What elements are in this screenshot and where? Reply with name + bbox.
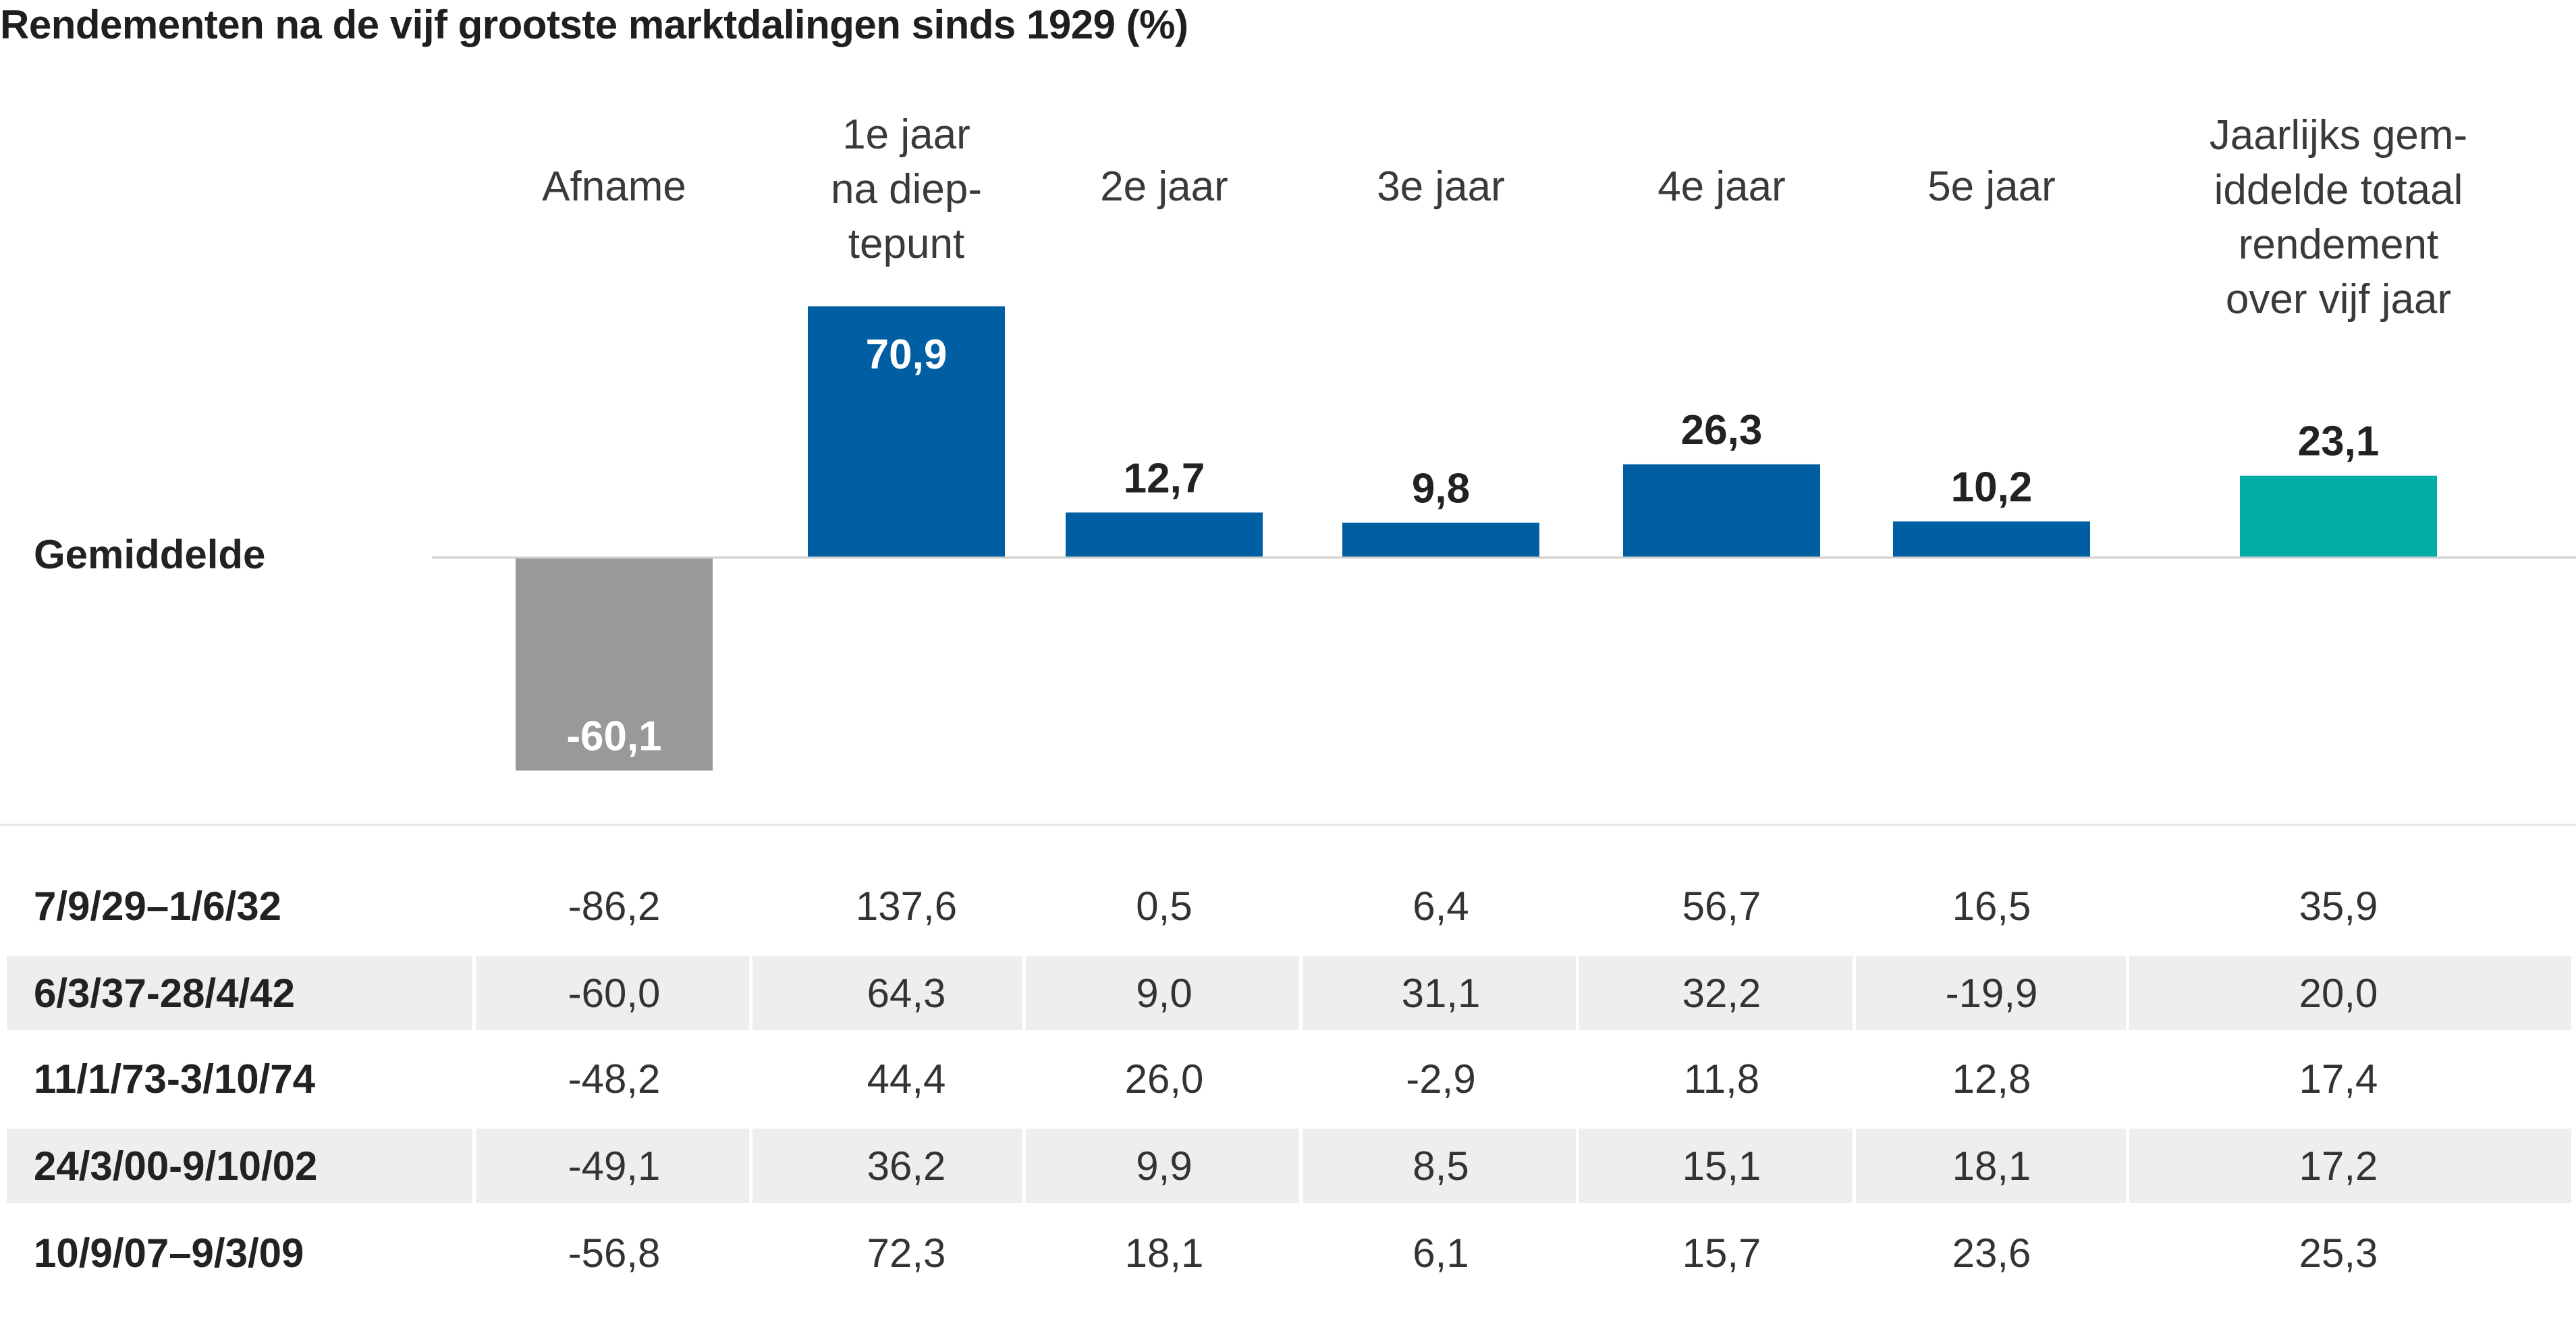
data-label: 70,9 (866, 331, 948, 378)
bar (1342, 522, 1539, 558)
column-header-line: na diep- (831, 166, 982, 213)
data-label: 10,2 (1951, 464, 2033, 510)
column-header-line: 4e jaar (1657, 163, 1786, 210)
row-stripe-cell (1303, 1129, 1576, 1203)
table-row-label: 7/9/29–1/6/32 (34, 884, 281, 929)
column-header: 2e jaar (1100, 163, 1228, 210)
table-row-label: 11/1/73-3/10/74 (34, 1056, 316, 1102)
table-cell: -19,9 (1946, 971, 2038, 1016)
table-cell: 8,5 (1413, 1143, 1469, 1189)
row-stripe-cell (752, 1129, 1022, 1203)
column-header: 5e jaar (1927, 163, 2056, 210)
table-cell: 11,8 (1684, 1056, 1759, 1102)
table-cell: 15,1 (1682, 1143, 1761, 1189)
data-label: 26,3 (1681, 407, 1763, 454)
column-header: 4e jaar (1657, 163, 1786, 210)
table-cell: 15,7 (1682, 1231, 1761, 1276)
table-row-stripes (7, 956, 2571, 1203)
column-header-line: 1e jaar (842, 111, 970, 158)
average-label: Gemiddelde (34, 532, 265, 577)
bar (516, 558, 713, 771)
row-stripe-cell (1856, 956, 2126, 1030)
column-header-line: rendement (2239, 221, 2438, 268)
table-cell: 18,1 (1952, 1143, 2031, 1189)
data-label: 12,7 (1124, 455, 1205, 502)
table-cell: 0,5 (1136, 884, 1192, 929)
table-cell: 44,4 (867, 1056, 946, 1102)
column-header-line: 3e jaar (1377, 163, 1505, 210)
row-stripe-cell (1579, 1129, 1853, 1203)
bar (2240, 475, 2437, 558)
bar (1623, 464, 1820, 558)
table-cell: 16,5 (1952, 884, 2031, 929)
column-headers: Afname 1e jaar na diep-tepunt 2e jaar 3e jaa… (542, 111, 2467, 323)
row-stripe-cell (7, 1129, 472, 1203)
table-cell: 12,8 (1952, 1056, 2031, 1102)
data-label: 9,8 (1412, 466, 1470, 512)
table-cell: 32,2 (1682, 971, 1761, 1016)
table-cell: 137,6 (856, 884, 957, 929)
row-stripe-cell (2129, 1129, 2571, 1203)
column-header-line: tepunt (848, 221, 964, 267)
table-cell: 9,9 (1136, 1143, 1192, 1189)
column-header: Jaarlijks gem-iddelde totaal rendement ove… (2210, 112, 2467, 323)
table-cell: 18,1 (1125, 1231, 1204, 1276)
table-cell: -60,0 (568, 971, 661, 1016)
table-cell: 9,0 (1136, 971, 1192, 1016)
column-header: Afname (542, 163, 686, 210)
table-cell: 6,4 (1413, 884, 1469, 929)
table-cell: 6,1 (1413, 1231, 1469, 1276)
table-cell: -86,2 (568, 884, 661, 929)
column-header-line: 2e jaar (1100, 163, 1228, 210)
row-stripe-cell (476, 1129, 749, 1203)
bar (1066, 512, 1263, 558)
column-header: 1e jaar na diep-tepunt (831, 111, 982, 267)
row-stripe-cell (752, 956, 1022, 1030)
data-label: 23,1 (2298, 418, 2380, 465)
row-stripe-cell (1026, 1129, 1299, 1203)
table-cell: 17,2 (2299, 1143, 2378, 1189)
table-cell: -48,2 (568, 1056, 661, 1102)
table-cell: -56,8 (568, 1231, 661, 1276)
column-header-line: Afname (542, 163, 686, 210)
row-stripe-cell (2129, 956, 2571, 1030)
data-table: 7/9/29–1/6/32 -86,2 137,6 0,5 6,4 56,7 16,5 35,… (34, 884, 2378, 1276)
table-cell: 72,3 (867, 1231, 946, 1276)
table-cell: 20,0 (2299, 971, 2378, 1016)
table-cell: 23,6 (1952, 1231, 2031, 1276)
table-cell: 17,4 (2299, 1056, 2378, 1102)
row-stripe-cell (1303, 956, 1576, 1030)
chart-title: Rendementen na de vijf grootste marktdal… (0, 2, 1188, 47)
column-header-line: 5e jaar (1927, 163, 2056, 210)
row-stripe-cell (7, 956, 472, 1030)
data-label: -60,1 (566, 713, 661, 760)
row-stripe-cell (1856, 1129, 2126, 1203)
table-cell: 56,7 (1682, 884, 1761, 929)
value-labels: -60,1 70,9 12,7 9,8 26,3 10,2 23,1 (566, 331, 2379, 760)
table-cell: -49,1 (568, 1143, 661, 1189)
table-row-label: 24/3/00-9/10/02 (34, 1143, 317, 1189)
table-row-label: 10/9/07–9/3/09 (34, 1231, 304, 1276)
table-cell: 26,0 (1125, 1056, 1204, 1102)
row-stripe-cell (1579, 956, 1853, 1030)
table-row-label: 6/3/37-28/4/42 (34, 971, 295, 1016)
table-cell: 64,3 (867, 971, 946, 1016)
column-header-line: Jaarlijks gem- (2210, 112, 2467, 159)
table-cell: 36,2 (867, 1143, 946, 1189)
bar (1893, 521, 2090, 558)
bars (516, 306, 2437, 771)
bar (808, 306, 1005, 558)
table-cell: 25,3 (2299, 1231, 2378, 1276)
table-cell: -2,9 (1406, 1056, 1475, 1102)
table-cell: 35,9 (2299, 884, 2378, 929)
column-header-line: over vijf jaar (2226, 276, 2451, 323)
column-header: 3e jaar (1377, 163, 1505, 210)
table-cell: 31,1 (1402, 971, 1481, 1016)
row-stripe-cell (476, 956, 749, 1030)
column-header-line: iddelde totaal (2214, 167, 2463, 213)
row-stripe-cell (1026, 956, 1299, 1030)
